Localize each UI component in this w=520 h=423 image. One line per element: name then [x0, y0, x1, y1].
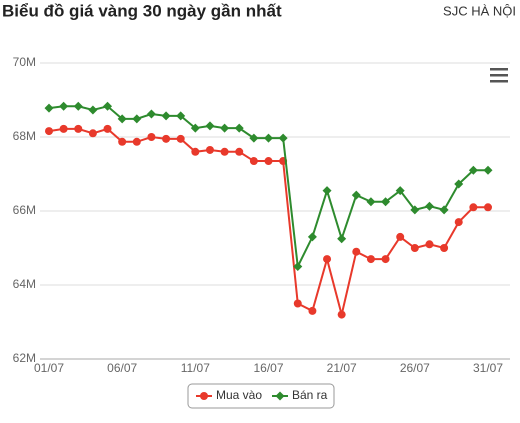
point — [395, 186, 405, 196]
point — [132, 137, 141, 146]
point — [381, 197, 391, 207]
x-tick-label: 26/07 — [400, 361, 430, 375]
point — [132, 114, 142, 124]
point — [191, 147, 200, 156]
point — [396, 232, 405, 241]
point — [278, 133, 288, 143]
point — [88, 129, 97, 138]
point — [146, 109, 156, 119]
point — [249, 157, 258, 166]
point — [469, 203, 478, 212]
x-tick-label: 11/07 — [181, 361, 210, 375]
point — [118, 137, 127, 146]
menu-icon[interactable] — [490, 68, 508, 83]
series-line — [48, 105, 488, 270]
point — [323, 255, 332, 264]
point — [293, 299, 302, 308]
point — [117, 114, 127, 124]
x-tick-label: 01/07 — [34, 361, 64, 375]
point — [44, 103, 54, 113]
point — [73, 101, 83, 111]
series-line — [48, 127, 488, 315]
point — [103, 101, 113, 111]
point — [45, 127, 53, 136]
point — [351, 190, 361, 200]
chart-title: Biểu đồ giá vàng 30 ngày gần nhất — [2, 1, 282, 20]
point — [410, 205, 420, 215]
point — [410, 244, 419, 252]
point — [162, 134, 171, 143]
point — [454, 179, 464, 189]
y-tick-label: 70M — [13, 55, 36, 69]
x-tick-label: 21/07 — [327, 361, 357, 375]
point — [366, 255, 375, 264]
legend-box — [187, 383, 335, 409]
y-tick-label: 66M — [13, 203, 36, 217]
point — [484, 203, 492, 212]
point — [308, 306, 317, 315]
point — [205, 121, 215, 131]
point — [440, 244, 449, 252]
point — [147, 133, 156, 141]
point — [483, 165, 493, 175]
point — [88, 105, 98, 115]
point — [352, 247, 361, 256]
point — [307, 232, 317, 242]
y-tick-label: 68M — [13, 129, 36, 143]
point — [74, 124, 83, 133]
point — [103, 124, 112, 133]
point — [176, 111, 186, 121]
point — [59, 101, 69, 111]
point — [337, 234, 347, 244]
x-tick-label: 06/07 — [107, 361, 137, 375]
point — [337, 310, 346, 319]
point — [220, 147, 229, 156]
point — [190, 123, 200, 133]
point — [293, 262, 303, 271]
point — [264, 157, 273, 166]
point — [220, 123, 230, 133]
point — [322, 186, 332, 196]
legend-marker — [275, 391, 285, 401]
x-tick-label: 16/07 — [253, 361, 283, 375]
chart-subtitle: SJC HÀ NỘI — [443, 3, 516, 18]
point — [454, 218, 463, 227]
point — [176, 134, 185, 143]
point — [205, 145, 214, 154]
point — [264, 133, 273, 143]
point — [366, 197, 376, 207]
point — [161, 111, 171, 121]
y-tick-label: 62M — [13, 351, 36, 365]
point — [59, 124, 68, 133]
point — [381, 255, 390, 264]
legend-label: Bán ra — [292, 388, 328, 402]
point — [234, 123, 244, 133]
point — [424, 201, 434, 211]
y-tick-label: 64M — [13, 277, 36, 291]
legend-marker — [200, 392, 208, 400]
point — [249, 133, 259, 143]
x-tick-label: 31/07 — [473, 361, 503, 375]
legend-label: Mua vào — [216, 388, 262, 402]
point — [439, 205, 449, 215]
point — [468, 165, 478, 175]
point — [425, 240, 434, 249]
point — [235, 147, 244, 156]
